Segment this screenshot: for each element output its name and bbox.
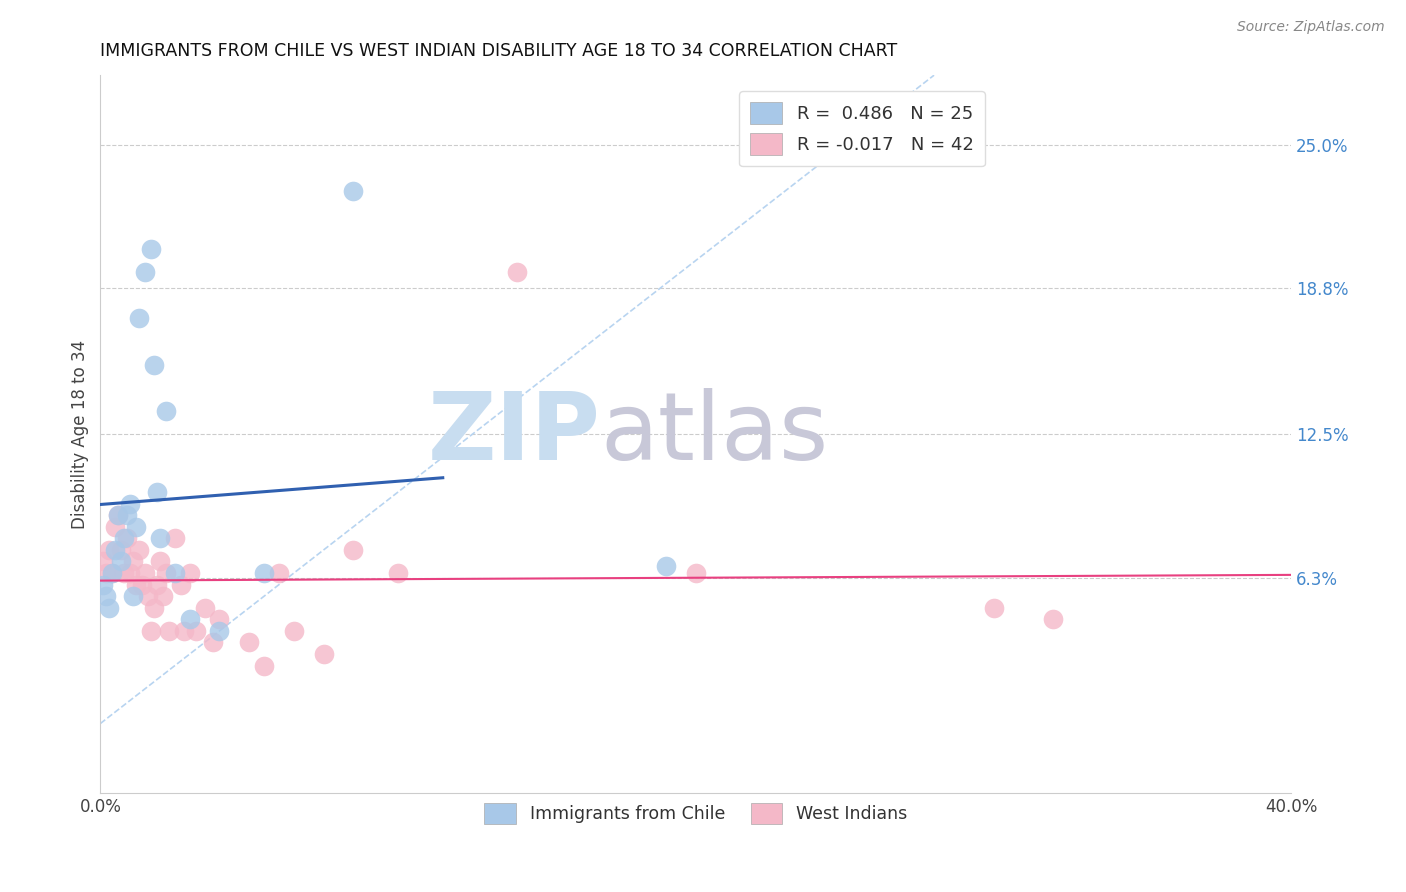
Point: [122, 589, 145, 603]
Point: [146, 577, 169, 591]
Point: [149, 554, 172, 568]
Point: [115, 531, 138, 545]
Point: [655, 559, 678, 574]
Point: [107, 508, 129, 523]
Point: [506, 265, 529, 279]
Point: [134, 566, 156, 580]
Point: [238, 635, 260, 649]
Point: [112, 531, 135, 545]
Point: [98, 600, 121, 615]
Point: [202, 635, 225, 649]
Point: [173, 624, 195, 638]
Point: [96, 566, 118, 580]
Point: [163, 566, 186, 580]
Point: [91, 554, 114, 568]
Point: [128, 311, 150, 326]
Point: [155, 566, 177, 580]
Point: [157, 624, 180, 638]
Point: [110, 542, 132, 557]
Point: [139, 624, 162, 638]
Point: [101, 566, 124, 580]
Point: [107, 508, 129, 523]
Point: [112, 566, 135, 580]
Point: [131, 577, 153, 591]
Point: [120, 497, 142, 511]
Text: ZIP: ZIP: [427, 388, 600, 480]
Point: [685, 566, 707, 580]
Point: [125, 577, 148, 591]
Point: [184, 624, 207, 638]
Point: [142, 358, 165, 372]
Point: [136, 589, 159, 603]
Point: [125, 519, 148, 533]
Point: [98, 542, 121, 557]
Point: [342, 184, 364, 198]
Point: [134, 265, 156, 279]
Point: [253, 566, 276, 580]
Point: [139, 242, 162, 256]
Point: [104, 542, 127, 557]
Point: [983, 600, 1005, 615]
Point: [208, 624, 231, 638]
Text: IMMIGRANTS FROM CHILE VS WEST INDIAN DISABILITY AGE 18 TO 34 CORRELATION CHART: IMMIGRANTS FROM CHILE VS WEST INDIAN DIS…: [100, 42, 897, 60]
Point: [387, 566, 409, 580]
Point: [253, 658, 276, 673]
Point: [208, 612, 231, 626]
Point: [128, 542, 150, 557]
Text: Source: ZipAtlas.com: Source: ZipAtlas.com: [1237, 20, 1385, 34]
Point: [110, 554, 132, 568]
Point: [312, 647, 335, 661]
Legend: Immigrants from Chile, West Indians: Immigrants from Chile, West Indians: [474, 793, 918, 835]
Point: [193, 600, 215, 615]
Point: [152, 589, 174, 603]
Point: [155, 404, 177, 418]
Point: [342, 542, 364, 557]
Point: [267, 566, 290, 580]
Point: [120, 566, 142, 580]
Point: [283, 624, 305, 638]
Y-axis label: Disability Age 18 to 34: Disability Age 18 to 34: [72, 340, 89, 529]
Point: [179, 612, 201, 626]
Point: [1042, 612, 1064, 626]
Point: [149, 531, 172, 545]
Point: [96, 589, 118, 603]
Point: [91, 577, 114, 591]
Point: [115, 508, 138, 523]
Point: [163, 531, 186, 545]
Point: [142, 600, 165, 615]
Point: [170, 577, 193, 591]
Point: [104, 519, 127, 533]
Point: [101, 566, 124, 580]
Point: [179, 566, 201, 580]
Point: [122, 554, 145, 568]
Point: [146, 485, 169, 500]
Text: atlas: atlas: [600, 388, 828, 480]
